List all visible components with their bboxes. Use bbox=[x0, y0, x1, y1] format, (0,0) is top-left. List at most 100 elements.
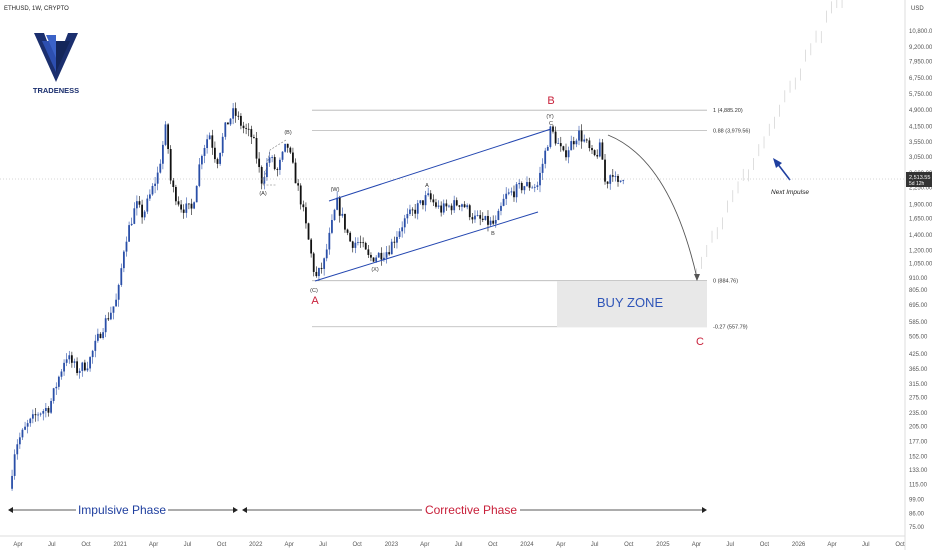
candle-body bbox=[229, 118, 232, 125]
candle-body bbox=[292, 152, 294, 163]
candle-body bbox=[128, 225, 130, 242]
candle-body bbox=[39, 413, 42, 415]
time-tick-label: Apr bbox=[692, 542, 701, 548]
candle-body bbox=[47, 408, 50, 413]
last-price-value: 2,513.55 bbox=[909, 175, 930, 181]
price-tick-label: 1,400.00 bbox=[909, 233, 932, 239]
price-tick-label: 7,950.00 bbox=[909, 60, 932, 66]
candle-body bbox=[107, 318, 110, 320]
candle-body bbox=[575, 140, 578, 145]
candle-body bbox=[442, 203, 445, 213]
candle-body bbox=[180, 204, 182, 210]
candle-body bbox=[463, 204, 466, 208]
candle-body bbox=[549, 126, 552, 147]
subwave-label-a-paren: (A) bbox=[259, 191, 267, 197]
candle-body bbox=[320, 267, 323, 269]
fibonacci-levels: 1 (4,885.20) 0.88 (3,979.56) 0 (884.76) -0.… bbox=[312, 108, 750, 331]
candle-body bbox=[57, 376, 60, 387]
candle-body bbox=[89, 357, 91, 369]
price-tick-label: 1,650.00 bbox=[909, 217, 932, 223]
candle-body bbox=[336, 197, 339, 210]
candle-body bbox=[333, 209, 336, 221]
candle-body bbox=[11, 475, 13, 489]
time-tick-label: Oct bbox=[895, 542, 905, 548]
candle-body bbox=[125, 241, 128, 252]
candle-body bbox=[377, 252, 380, 258]
buy-zone-label: BUY ZONE bbox=[597, 295, 664, 310]
projected-impulse bbox=[696, 0, 843, 281]
candle-body bbox=[219, 152, 222, 164]
price-tick-label: 133.00 bbox=[909, 468, 928, 474]
last-price-tag bbox=[906, 172, 932, 187]
subwave-label-b-paren: (B) bbox=[284, 130, 292, 136]
price-tick-label: 3,050.00 bbox=[909, 155, 932, 161]
candle-body bbox=[440, 205, 443, 213]
candle-body bbox=[432, 199, 435, 203]
candle-body bbox=[341, 213, 344, 216]
candle-body bbox=[323, 258, 326, 269]
time-tick-label: Jul bbox=[319, 542, 327, 548]
candle-body bbox=[208, 135, 211, 140]
candle-body bbox=[497, 210, 500, 221]
symbol-header: ETHUSD, 1W, CRYPTO bbox=[4, 6, 69, 12]
subwave-label-inner-c: C bbox=[549, 121, 553, 127]
candle-body bbox=[130, 223, 133, 226]
candle-body bbox=[117, 284, 120, 300]
logo-right-facet bbox=[56, 41, 70, 72]
candle-body bbox=[398, 231, 401, 237]
candle-body bbox=[435, 202, 437, 207]
candle-body bbox=[606, 181, 609, 184]
candle-body bbox=[50, 400, 52, 413]
candle-body bbox=[318, 267, 320, 277]
candle-body bbox=[552, 126, 554, 132]
candle-body bbox=[232, 108, 235, 119]
candle-body bbox=[34, 414, 37, 416]
candle-body bbox=[211, 135, 214, 148]
projection-curve bbox=[607, 134, 698, 279]
candle-body bbox=[52, 388, 55, 401]
candle-body bbox=[528, 182, 531, 188]
price-tick-label: 115.00 bbox=[909, 482, 928, 488]
fib-level-label: -0.27 (557.79) bbox=[713, 325, 748, 331]
brand-name: TRADENESS bbox=[33, 86, 79, 95]
currency-label: USD bbox=[911, 6, 924, 12]
candle-body bbox=[294, 162, 297, 184]
candle-body bbox=[182, 209, 185, 213]
price-tick-label: 205.00 bbox=[909, 425, 928, 431]
candle-body bbox=[578, 130, 580, 141]
candle-body bbox=[422, 200, 424, 206]
time-tick-label: 2024 bbox=[520, 542, 534, 548]
candle-body bbox=[216, 159, 219, 164]
time-tick-label: Jul bbox=[726, 542, 734, 548]
candle-body bbox=[520, 182, 523, 191]
candle-body bbox=[383, 257, 385, 260]
candle-body bbox=[562, 146, 565, 151]
candle-body bbox=[554, 131, 557, 144]
candle-body bbox=[619, 180, 622, 182]
subwave-label-inner-b: B bbox=[491, 231, 495, 237]
candle-body bbox=[419, 200, 422, 204]
time-tick-label: Apr bbox=[285, 542, 294, 548]
candle-body bbox=[201, 155, 203, 165]
candle-body bbox=[206, 139, 209, 149]
candle-body bbox=[388, 252, 391, 255]
candle-body bbox=[21, 429, 24, 438]
time-axis: Apr Jul Oct 2021 Apr Jul Oct 2022 Apr Jul Oct 2023 A… bbox=[13, 542, 905, 548]
candle-body bbox=[328, 232, 331, 250]
candle-body bbox=[411, 209, 414, 211]
time-tick-label: Apr bbox=[420, 542, 429, 548]
candle-body bbox=[305, 207, 307, 224]
time-tick-label: Apr bbox=[13, 542, 22, 548]
candle-body bbox=[588, 140, 591, 149]
candle-body bbox=[221, 136, 224, 153]
candle-body bbox=[26, 423, 29, 427]
candle-body bbox=[81, 362, 84, 371]
candle-body bbox=[297, 183, 300, 186]
candle-body bbox=[502, 198, 505, 206]
candle-body bbox=[172, 180, 175, 187]
candles bbox=[11, 102, 625, 491]
candle-body bbox=[138, 201, 141, 205]
candle-body bbox=[154, 183, 156, 186]
candle-body bbox=[338, 197, 341, 216]
channel-upper-line bbox=[328, 128, 552, 202]
